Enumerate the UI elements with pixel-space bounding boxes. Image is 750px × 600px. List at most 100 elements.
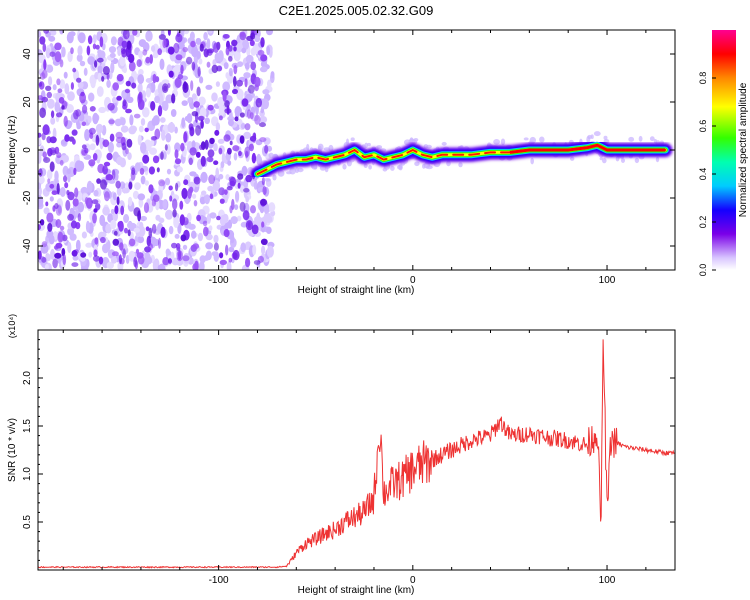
noise-speckle <box>148 227 153 239</box>
noise-speckle <box>204 117 210 125</box>
noise-speckle <box>195 37 202 45</box>
noise-speckle <box>174 149 179 159</box>
noise-speckle <box>69 207 75 214</box>
noise-speckle <box>140 175 146 185</box>
noise-speckle <box>43 30 50 34</box>
noise-speckle <box>49 196 54 202</box>
noise-speckle <box>148 166 155 175</box>
noise-speckle <box>40 72 46 80</box>
noise-speckle <box>42 43 47 52</box>
noise-speckle <box>42 151 47 158</box>
noise-speckle <box>144 180 149 186</box>
noise-speckle <box>42 124 50 136</box>
noise-speckle <box>87 115 92 124</box>
noise-speckle <box>239 31 246 37</box>
noise-speckle <box>245 150 249 159</box>
noise-speckle <box>226 261 232 270</box>
noise-speckle <box>136 236 145 244</box>
noise-speckle <box>45 85 52 92</box>
heatmap-x-axis: -100 0 100 <box>62 30 647 286</box>
noise-speckle <box>106 152 113 161</box>
noise-speckle <box>145 256 153 265</box>
noise-speckle <box>38 95 43 100</box>
noise-speckle <box>132 190 139 200</box>
noise-speckle <box>94 60 98 68</box>
noise-speckle <box>174 233 180 239</box>
noise-speckle <box>144 127 149 133</box>
noise-speckle <box>89 106 96 112</box>
noise-speckle <box>222 213 229 224</box>
noise-speckle <box>48 76 53 86</box>
noise-speckle <box>67 91 75 101</box>
colorbar-tick-label: 0.6 <box>698 120 708 133</box>
colorbar-gradient <box>712 30 736 270</box>
heatmap-y-tick-label: 0 <box>22 147 33 153</box>
noise-speckle <box>225 244 229 256</box>
noise-speckle <box>162 257 170 266</box>
noise-speckle <box>104 191 110 202</box>
noise-speckle <box>80 252 87 258</box>
noise-speckle <box>250 61 257 71</box>
noise-speckle <box>49 161 55 172</box>
noise-speckle <box>171 93 176 104</box>
noise-speckle <box>152 73 157 84</box>
noise-speckle <box>185 56 193 65</box>
noise-speckle <box>266 30 273 36</box>
noise-speckle <box>212 59 217 66</box>
noise-speckle <box>159 117 166 123</box>
noise-speckle <box>165 248 171 256</box>
noise-speckle <box>260 198 268 206</box>
noise-speckle <box>259 66 268 73</box>
noise-speckle <box>150 82 156 93</box>
noise-speckle <box>106 79 111 88</box>
noise-speckle <box>137 84 142 93</box>
noise-speckle <box>137 74 145 85</box>
noise-speckle <box>163 151 167 160</box>
noise-speckle <box>192 243 200 250</box>
noise-speckle <box>88 159 96 167</box>
noise-speckle <box>38 168 43 177</box>
heatmap-x-label: Height of straight line (km) <box>298 285 415 296</box>
noise-speckle <box>125 80 131 87</box>
noise-speckle <box>154 95 161 104</box>
noise-speckle <box>39 36 46 45</box>
ridge-halo-dot <box>346 160 352 167</box>
ridge-halo-dot <box>500 138 506 146</box>
noise-speckle <box>218 104 225 117</box>
noise-speckle <box>207 104 214 111</box>
snr-x-tick-label: 100 <box>599 575 616 586</box>
noise-speckle <box>187 188 192 200</box>
noise-speckle <box>245 54 254 64</box>
noise-speckle <box>196 86 201 97</box>
noise-speckle <box>91 199 99 205</box>
noise-speckle <box>145 30 153 42</box>
noise-speckle <box>201 190 207 196</box>
noise-speckle <box>152 155 160 164</box>
noise-speckle <box>241 98 249 107</box>
noise-speckle <box>137 210 142 222</box>
snr-x-label: Height of straight line (km) <box>298 585 415 596</box>
noise-speckle <box>168 258 172 264</box>
noise-speckle <box>64 182 69 189</box>
snr-frame <box>37 329 676 571</box>
ridge-halo-dot <box>590 134 594 139</box>
ridge-halo-dot <box>638 135 643 142</box>
noise-speckle <box>109 52 116 59</box>
noise-speckle <box>125 148 129 155</box>
noise-speckle <box>199 107 207 118</box>
noise-speckle <box>93 189 99 197</box>
noise-speckle <box>67 213 74 221</box>
noise-speckle <box>182 217 189 226</box>
noise-speckle <box>137 225 146 238</box>
noise-speckle <box>102 66 110 75</box>
noise-speckle <box>180 234 187 242</box>
noise-speckle <box>128 53 135 64</box>
noise-speckle <box>140 215 148 222</box>
ridge-halo-dot <box>289 167 296 175</box>
noise-speckle <box>151 223 157 234</box>
noise-speckle <box>188 123 194 131</box>
noise-speckle <box>157 105 163 117</box>
ridge-halo-dot <box>272 174 277 181</box>
noise-speckle <box>120 205 125 216</box>
noise-speckle <box>69 233 77 241</box>
